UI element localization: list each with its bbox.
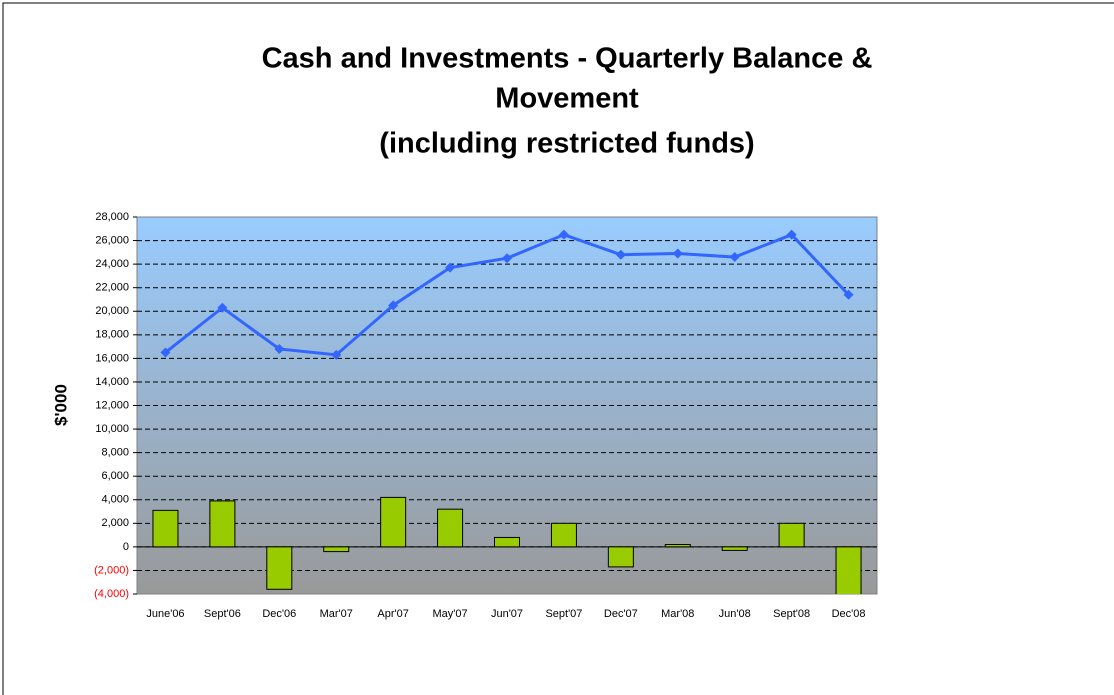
- y-tick-label: 22,000: [95, 282, 129, 294]
- marker: [558, 229, 569, 240]
- y-tick-label: (4,000): [94, 588, 129, 600]
- bar: [835, 546, 862, 594]
- x-tick-label: Apr'07: [377, 608, 408, 620]
- x-tick-label: Mar'08: [661, 608, 694, 620]
- x-tick-label: Jun'08: [719, 608, 751, 620]
- y-tick-label: 20,000: [95, 305, 129, 317]
- x-tick-label: Sept'06: [204, 608, 241, 620]
- y-tick-label: 12,000: [95, 399, 129, 411]
- bar: [437, 508, 464, 548]
- x-tick-label: May'07: [433, 608, 468, 620]
- chart-title: (including restricted funds): [379, 128, 754, 160]
- bar: [721, 546, 748, 551]
- x-tick-label: Dec'06: [262, 608, 296, 620]
- marker: [615, 249, 626, 260]
- bar: [494, 536, 520, 548]
- y-tick-label: 0: [123, 541, 129, 553]
- x-tick-label: Sept'08: [773, 608, 810, 620]
- y-tick-label: 16,000: [95, 352, 129, 364]
- bar: [266, 546, 293, 590]
- x-tick-label: June'06: [146, 608, 184, 620]
- chart-title: Movement: [495, 83, 639, 115]
- marker: [331, 349, 342, 360]
- bar: [607, 546, 634, 568]
- x-tick-label: Dec'07: [604, 608, 638, 620]
- chart-title: Cash and Investments - Quarterly Balance…: [262, 43, 873, 75]
- x-tick-label: Dec'08: [832, 608, 866, 620]
- plot-marks: [152, 229, 862, 594]
- y-tick-label: (2,000): [94, 564, 129, 576]
- y-tick-label: 10,000: [95, 423, 129, 435]
- y-axis-label: $'000: [51, 384, 70, 426]
- bar: [152, 509, 179, 548]
- y-tick-label: 24,000: [95, 258, 129, 270]
- x-tick-label: Mar'07: [320, 608, 353, 620]
- marker: [672, 248, 683, 259]
- x-tick-label: Jun'07: [491, 608, 523, 620]
- bar: [209, 500, 236, 548]
- y-tick-label: 18,000: [95, 329, 129, 341]
- y-tick-label: 6,000: [101, 470, 129, 482]
- y-tick-label: 8,000: [101, 447, 129, 459]
- y-tick-label: 14,000: [95, 376, 129, 388]
- marker: [274, 343, 285, 354]
- y-tick-label: 2,000: [101, 517, 129, 529]
- bar: [550, 522, 577, 548]
- y-tick-label: 4,000: [101, 494, 129, 506]
- bar: [664, 544, 691, 548]
- marker: [445, 262, 456, 273]
- marker: [388, 300, 399, 311]
- bar: [778, 522, 805, 548]
- bar: [323, 546, 350, 553]
- marker: [160, 347, 171, 358]
- y-tick-label: 26,000: [95, 234, 129, 246]
- marker: [502, 253, 512, 264]
- y-tick-label: 28,000: [95, 211, 129, 223]
- marker: [217, 302, 228, 313]
- marker: [729, 252, 740, 263]
- x-tick-label: Sept'07: [545, 608, 582, 620]
- marker: [843, 289, 854, 300]
- marker: [786, 229, 797, 240]
- bar: [380, 496, 407, 548]
